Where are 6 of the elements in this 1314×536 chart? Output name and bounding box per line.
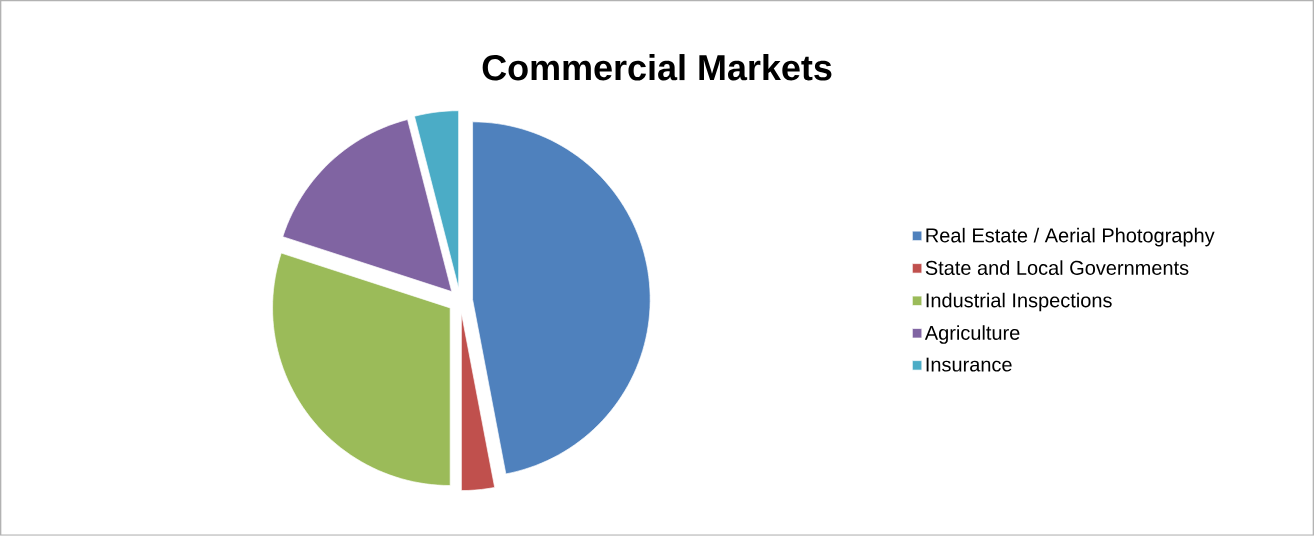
legend-label: State and Local Governments <box>925 260 1189 276</box>
legend-label: Real Estate / Aerial Photography <box>926 227 1215 247</box>
legend-label: Agriculture <box>924 325 1020 344</box>
legend-label: Insurance <box>926 357 1012 372</box>
legend-label: Industrial Inspections <box>926 292 1112 312</box>
chart-title: Commercial Markets <box>482 54 832 81</box>
